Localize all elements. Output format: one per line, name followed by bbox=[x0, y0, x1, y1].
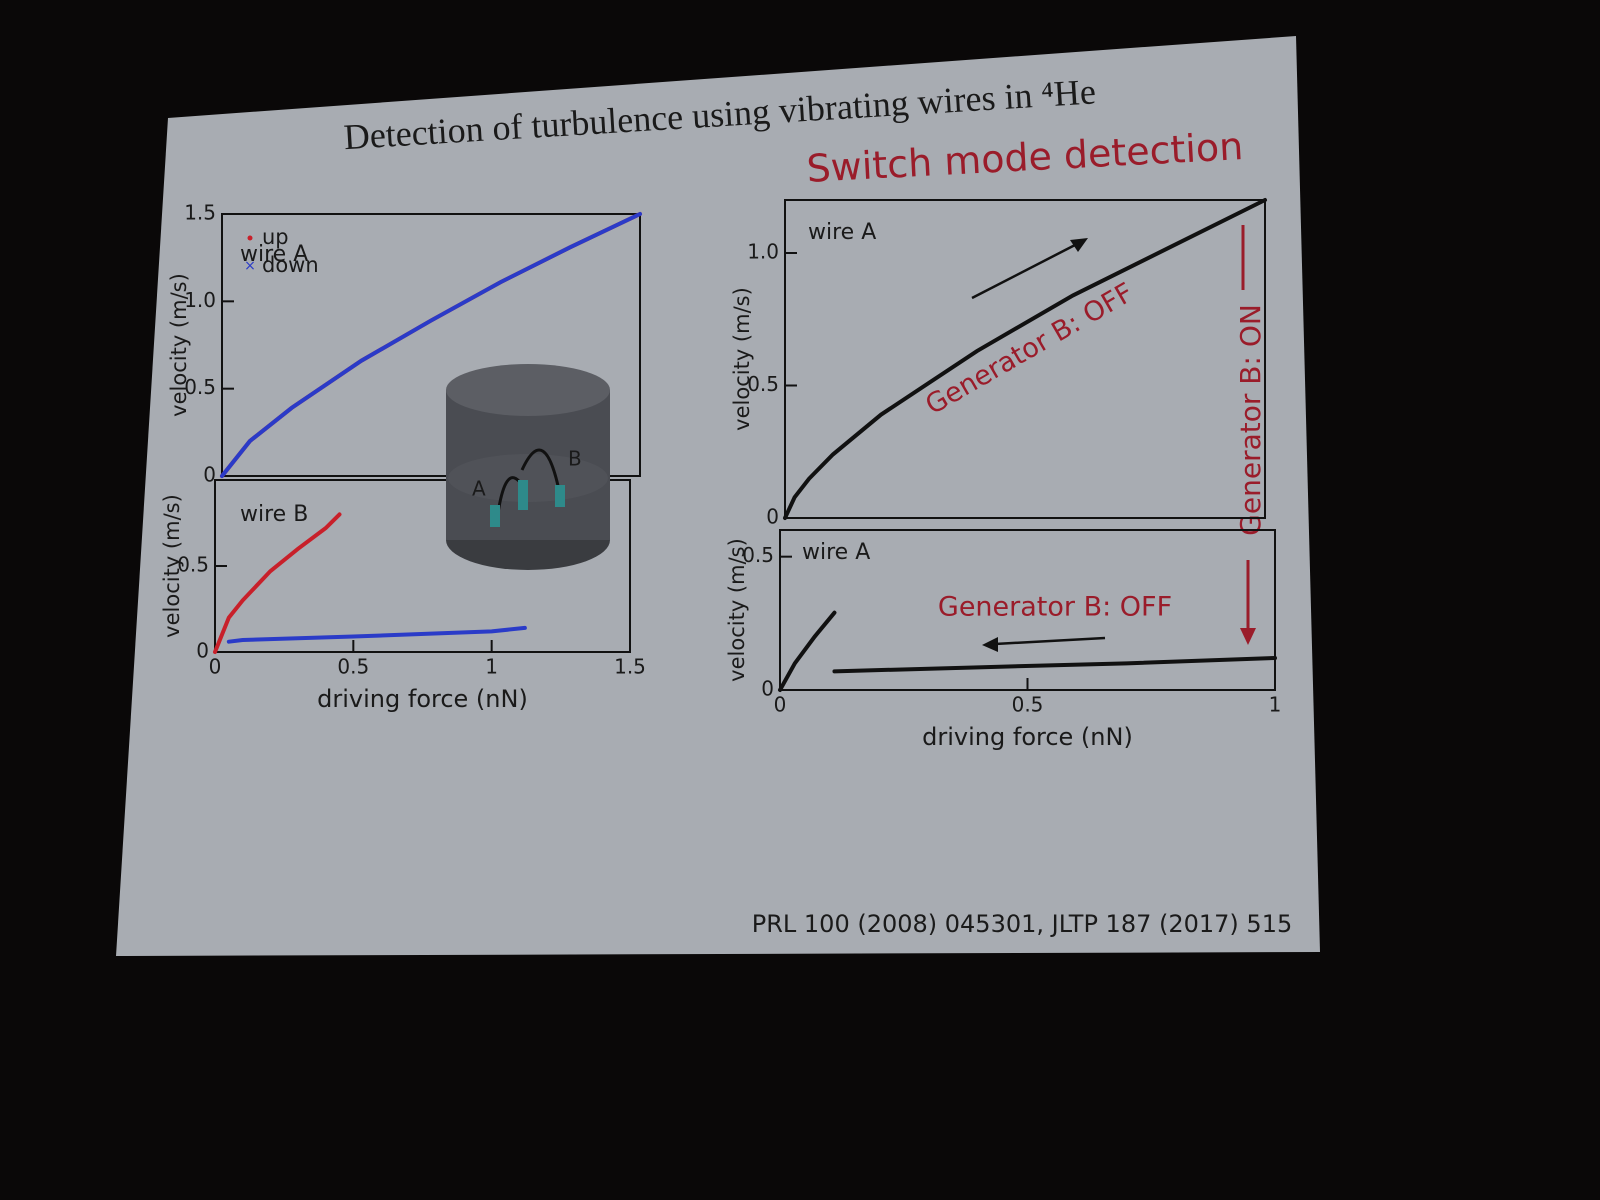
data-line bbox=[783, 198, 1267, 520]
data-line bbox=[832, 656, 1277, 674]
citation: PRL 100 (2008) 045301, JLTP 187 (2017) 5… bbox=[752, 910, 1292, 938]
panel-label: wire A bbox=[240, 242, 308, 267]
x-axis-label: driving force (nN) bbox=[317, 685, 528, 713]
arrow bbox=[994, 636, 1106, 646]
x-tick-label: 0.5 bbox=[1012, 693, 1044, 717]
side-note: Generator B: ON bbox=[1234, 304, 1267, 536]
y-tick-label: 0 bbox=[761, 677, 774, 701]
y-tick-label: 0.5 bbox=[747, 372, 779, 396]
x-tick-label: 0.5 bbox=[337, 655, 369, 679]
legend-marker: × bbox=[244, 258, 256, 274]
panel-label: wire A bbox=[802, 540, 870, 565]
y-axis-label: velocity (m/s) bbox=[167, 273, 191, 417]
x-tick-label: 1 bbox=[1269, 693, 1282, 717]
arrow-head bbox=[1070, 238, 1088, 252]
inset-label: B bbox=[568, 447, 582, 471]
legend-marker bbox=[247, 235, 253, 241]
arrow bbox=[971, 243, 1076, 300]
annotation: Generator B: OFF bbox=[938, 592, 1172, 623]
y-tick-label: 0 bbox=[766, 505, 779, 529]
data-line bbox=[778, 610, 837, 692]
y-tick-label: 1.5 bbox=[184, 201, 216, 225]
y-tick-label: 1.0 bbox=[184, 288, 216, 312]
arrow-head bbox=[982, 637, 998, 652]
legend-label: up bbox=[262, 225, 289, 249]
inset: A B bbox=[446, 364, 610, 570]
arrow-head bbox=[1240, 628, 1256, 645]
y-tick-label: 0.5 bbox=[184, 375, 216, 399]
x-tick-label: 1.5 bbox=[614, 655, 646, 679]
plot-frame bbox=[221, 213, 641, 477]
x-axis-label: driving force (nN) bbox=[922, 723, 1133, 751]
y-tick-label: 0.5 bbox=[742, 543, 774, 567]
y-tick-label: 1.0 bbox=[747, 240, 779, 264]
panel-label: wire B bbox=[240, 502, 308, 527]
plot-frame bbox=[784, 199, 1266, 519]
y-axis-label: velocity (m/s) bbox=[730, 287, 754, 431]
y-axis-label: velocity (m/s) bbox=[725, 538, 749, 682]
y-tick-label: 0 bbox=[203, 463, 216, 487]
y-axis-label: velocity (m/s) bbox=[160, 494, 184, 638]
x-tick-label: 0 bbox=[209, 655, 222, 679]
y-tick-label: 0 bbox=[196, 639, 209, 663]
panel-label: wire A bbox=[808, 220, 876, 245]
x-tick-label: 0 bbox=[774, 693, 787, 717]
slide bbox=[116, 36, 1320, 956]
legend-label: down bbox=[262, 253, 319, 277]
data-line bbox=[226, 625, 527, 644]
inset-label: A bbox=[472, 477, 486, 501]
data-line bbox=[213, 512, 342, 654]
data-line bbox=[220, 212, 642, 478]
y-tick-label: 0.5 bbox=[177, 553, 209, 577]
x-tick-label: 1 bbox=[485, 655, 498, 679]
